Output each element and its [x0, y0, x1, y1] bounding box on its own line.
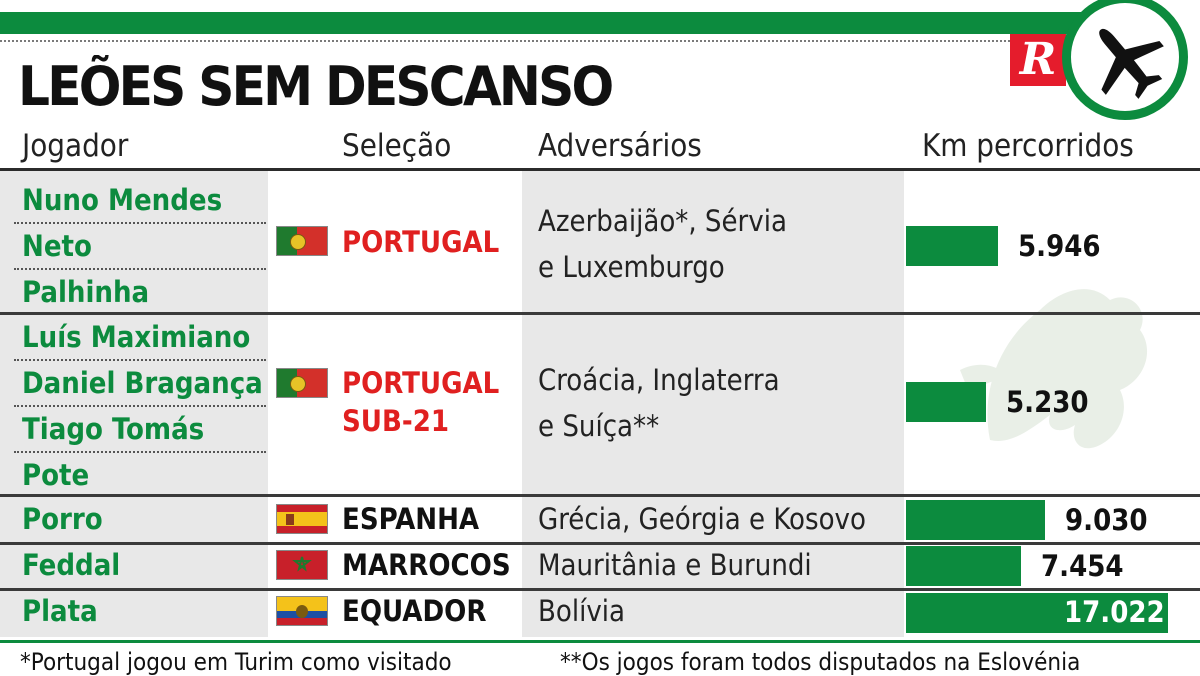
footnote-right: **Os jogos foram todos disputados na Esl…: [560, 648, 1081, 676]
header-rule: [0, 168, 1200, 171]
player-name: Tiago Tomás: [22, 412, 205, 446]
spain-flag: [276, 504, 328, 534]
km-value: 17.022: [1064, 595, 1165, 629]
morocco-flag: [276, 550, 328, 580]
header-km: Km percorridos: [922, 128, 1134, 164]
lion-watermark: [960, 289, 1148, 449]
group-divider: [0, 588, 1200, 591]
km-bar: [906, 500, 1045, 540]
opponents-text: Bolívia: [538, 594, 626, 628]
player-name: Pote: [22, 458, 90, 492]
top-green-bar: [0, 12, 1120, 34]
player-name: Daniel Bragança: [22, 366, 263, 400]
opponents-text: Mauritânia e Burundi: [538, 548, 812, 582]
team-name: ESPANHA: [342, 502, 480, 536]
opponents-text: e Suíça**: [538, 409, 660, 443]
km-value: 9.030: [1065, 503, 1148, 537]
team-name: MARROCOS: [342, 548, 511, 582]
km-bar: [906, 546, 1021, 586]
km-value: 5.230: [1006, 385, 1089, 419]
group-divider: [0, 542, 1200, 545]
opponents-text: e Luxemburgo: [538, 250, 725, 284]
row-divider: [14, 222, 266, 224]
header-player: Jogador: [22, 128, 129, 164]
opponents-column-bg: [522, 171, 904, 637]
team-name: EQUADOR: [342, 594, 487, 628]
row-divider: [14, 405, 266, 407]
km-bar: [906, 226, 998, 266]
player-name: Feddal: [22, 548, 121, 582]
player-name: Palhinha: [22, 275, 150, 309]
group-divider: [0, 494, 1200, 497]
team-name: PORTUGAL: [342, 366, 500, 400]
ecuador-flag: [276, 596, 328, 626]
chart-title: LEÕES SEM DESCANSO: [18, 55, 614, 118]
row-divider: [14, 359, 266, 361]
row-divider: [14, 268, 266, 270]
km-bar: [906, 382, 986, 422]
portugal-flag: [276, 226, 328, 256]
footer-rule: [0, 640, 1200, 643]
player-name: Plata: [22, 594, 98, 628]
portugal-flag: [276, 368, 328, 398]
km-bar: [906, 593, 1168, 633]
opponents-text: Croácia, Inglaterra: [538, 363, 780, 397]
top-divider: [0, 40, 1010, 42]
team-name-line2: SUB-21: [342, 404, 449, 438]
airplane-badge: [1062, 0, 1188, 120]
player-column-bg: [0, 171, 268, 637]
player-name: Porro: [22, 502, 103, 536]
record-logo: R: [1010, 34, 1066, 86]
opponents-text: Azerbaijão*, Sérvia: [538, 204, 787, 238]
header-team: Seleção: [342, 128, 452, 164]
row-divider: [14, 451, 266, 453]
km-value: 7.454: [1041, 549, 1124, 583]
footnote-left: *Portugal jogou em Turim como visitado: [20, 648, 452, 676]
group-divider: [0, 312, 1200, 315]
pentagram-icon: [292, 556, 312, 572]
player-name: Nuno Mendes: [22, 183, 223, 217]
opponents-text: Grécia, Geórgia e Kosovo: [538, 502, 866, 536]
km-value: 5.946: [1018, 229, 1101, 263]
team-name: PORTUGAL: [342, 225, 500, 259]
player-name: Neto: [22, 229, 92, 263]
header-opponents: Adversários: [538, 128, 702, 164]
player-name: Luís Maximiano: [22, 320, 251, 354]
airplane-icon: [1099, 28, 1164, 99]
